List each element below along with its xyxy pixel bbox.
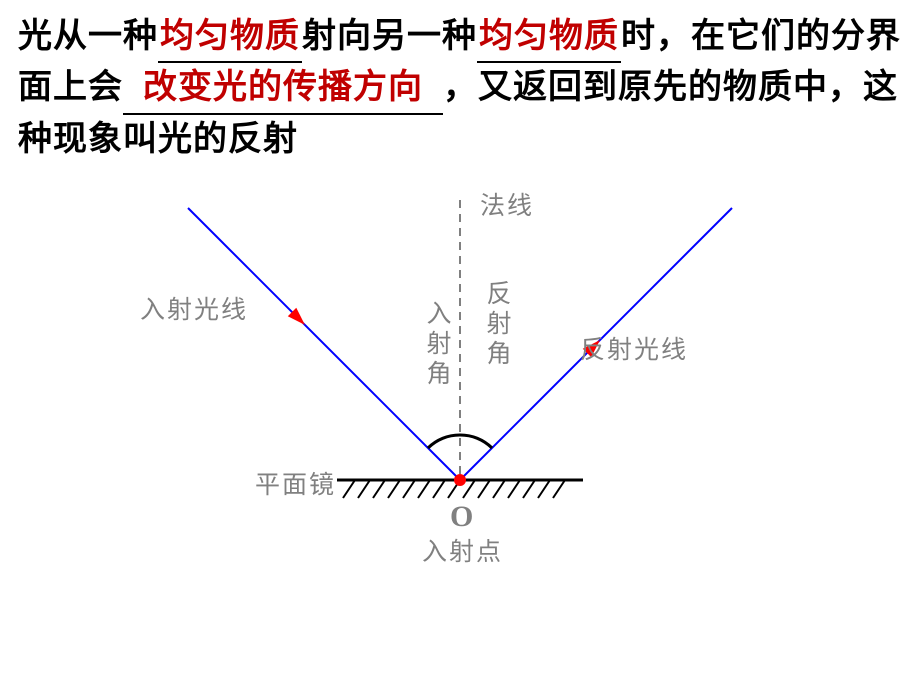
t3: 射向另一种 xyxy=(302,18,477,55)
incident-point-label: 入射点 xyxy=(422,532,503,568)
reflect-angle-label: 反射角 xyxy=(478,280,514,370)
reflection-diagram: 法线 入射光线 反射光线 入射角 反射角 平面镜 O 入射点 xyxy=(140,180,780,660)
incident-angle-label: 入射角 xyxy=(418,300,454,390)
t4: 均匀物质 xyxy=(477,12,621,63)
incident-ray-label: 入射光线 xyxy=(140,290,248,326)
reflected-ray-label: 反射光线 xyxy=(580,330,688,366)
definition-text: 光从一种均匀物质射向另一种均匀物质时，在它们的分界面上会改变光的传播方向，又返回… xyxy=(18,12,902,164)
t2: 均匀物质 xyxy=(158,12,302,63)
t1: 光从一种 xyxy=(18,18,158,55)
normal-line-label: 法线 xyxy=(480,186,534,222)
diagram-svg xyxy=(140,180,780,660)
mirror-label: 平面镜 xyxy=(255,465,336,501)
fill-blank: 改变光的传播方向 xyxy=(123,63,443,114)
origin-label: O xyxy=(450,500,475,534)
